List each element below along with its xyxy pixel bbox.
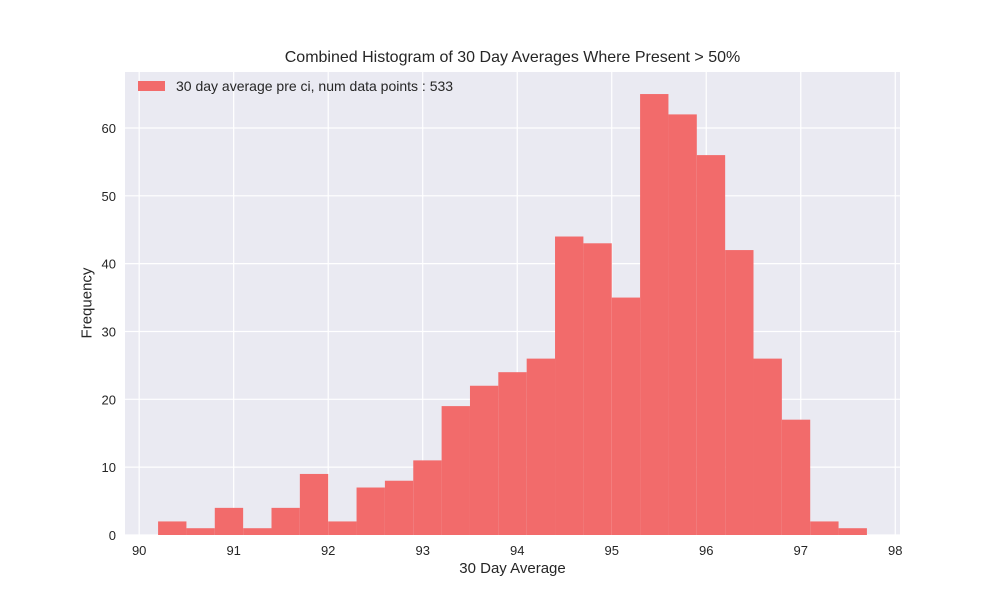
x-tick-label: 91 bbox=[226, 543, 240, 558]
y-tick-label: 0 bbox=[109, 528, 116, 543]
y-tick-label: 30 bbox=[102, 324, 116, 339]
histogram-bar bbox=[186, 528, 215, 535]
histogram-bar bbox=[725, 250, 754, 536]
histogram-bar bbox=[526, 358, 556, 535]
histogram-bar bbox=[611, 297, 641, 535]
y-tick-label: 10 bbox=[102, 460, 116, 475]
histogram-bar bbox=[384, 480, 414, 535]
histogram-bar bbox=[640, 94, 669, 536]
y-tick-label: 20 bbox=[102, 392, 116, 407]
x-axis-label: 30 Day Average bbox=[459, 560, 566, 577]
histogram-bar bbox=[214, 507, 244, 535]
x-tick-label: 95 bbox=[605, 543, 619, 558]
chart-title: Combined Histogram of 30 Day Averages Wh… bbox=[284, 49, 741, 66]
y-tick-label: 40 bbox=[102, 257, 116, 272]
x-tick-label: 92 bbox=[321, 543, 335, 558]
histogram-bar bbox=[356, 487, 385, 535]
histogram-bar bbox=[158, 521, 187, 535]
y-axis-label: Frequency bbox=[78, 267, 96, 339]
x-tick-label: 90 bbox=[132, 543, 146, 558]
histogram-bar bbox=[555, 236, 584, 535]
histogram-bar bbox=[469, 385, 499, 535]
histogram-bar bbox=[441, 406, 470, 535]
legend-swatch bbox=[138, 81, 165, 91]
histogram-bar bbox=[668, 114, 697, 536]
x-tick-label: 93 bbox=[415, 543, 429, 558]
histogram-bar bbox=[753, 358, 782, 535]
histogram-bar bbox=[413, 460, 442, 535]
histogram-bar bbox=[781, 419, 811, 535]
histogram-bar bbox=[299, 473, 329, 535]
histogram-bar bbox=[838, 528, 867, 535]
histogram-bar bbox=[498, 372, 527, 535]
histogram-bar bbox=[696, 155, 726, 535]
histogram-bar bbox=[328, 521, 357, 535]
x-tick-label: 96 bbox=[699, 543, 713, 558]
legend: 30 day average pre ci, num data points :… bbox=[130, 78, 453, 94]
x-tick-label: 94 bbox=[510, 543, 524, 558]
legend-label: 30 day average pre ci, num data points :… bbox=[176, 78, 454, 94]
histogram-bar bbox=[583, 243, 612, 536]
x-tick-label: 97 bbox=[794, 543, 808, 558]
y-tick-label: 50 bbox=[102, 189, 116, 204]
histogram-bar bbox=[810, 521, 839, 535]
histogram-bar bbox=[243, 528, 272, 535]
histogram-bar bbox=[271, 507, 300, 535]
y-tick-label: 60 bbox=[102, 121, 116, 136]
x-tick-label: 98 bbox=[888, 543, 902, 558]
